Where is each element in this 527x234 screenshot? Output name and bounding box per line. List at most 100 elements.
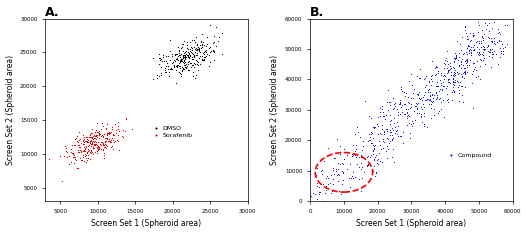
Point bbox=[418, 120, 427, 124]
Point bbox=[378, 139, 387, 143]
Point bbox=[398, 103, 406, 107]
Point bbox=[173, 58, 182, 62]
Point bbox=[455, 72, 463, 75]
Point bbox=[93, 131, 101, 134]
Point bbox=[79, 149, 87, 153]
Point bbox=[65, 162, 73, 166]
Point bbox=[80, 142, 88, 146]
Point bbox=[165, 74, 173, 78]
Point bbox=[379, 110, 388, 114]
Point bbox=[94, 146, 103, 150]
Point bbox=[93, 140, 102, 144]
Point bbox=[459, 52, 467, 56]
Point bbox=[82, 137, 91, 140]
Point bbox=[389, 160, 398, 163]
Point bbox=[474, 52, 482, 56]
Point bbox=[349, 176, 357, 180]
Point bbox=[376, 132, 385, 136]
Point bbox=[366, 132, 375, 136]
Point bbox=[397, 87, 405, 91]
Point bbox=[83, 140, 91, 144]
Point bbox=[190, 53, 198, 57]
Point bbox=[209, 48, 217, 52]
Point bbox=[369, 149, 377, 153]
Point bbox=[75, 150, 84, 154]
Point bbox=[174, 45, 182, 49]
Point bbox=[174, 50, 183, 53]
Point bbox=[338, 161, 346, 165]
Point bbox=[397, 105, 405, 109]
Point bbox=[157, 73, 165, 77]
Point bbox=[103, 122, 112, 126]
Point bbox=[499, 52, 508, 56]
Point bbox=[406, 96, 415, 100]
Point bbox=[461, 69, 469, 73]
Point bbox=[405, 114, 413, 118]
Point bbox=[199, 55, 208, 58]
Point bbox=[108, 128, 116, 131]
Point bbox=[178, 66, 187, 70]
Point bbox=[158, 55, 167, 59]
Point bbox=[114, 124, 123, 128]
Point bbox=[464, 63, 473, 66]
Point bbox=[430, 113, 438, 117]
Point bbox=[166, 67, 174, 71]
Point bbox=[463, 15, 471, 19]
Point bbox=[479, 36, 487, 40]
Point bbox=[83, 158, 91, 162]
Point bbox=[323, 174, 331, 178]
Point bbox=[92, 128, 101, 132]
Point bbox=[188, 39, 196, 42]
Point bbox=[157, 57, 165, 61]
Point bbox=[184, 50, 192, 53]
Point bbox=[357, 165, 366, 169]
Point bbox=[416, 67, 424, 70]
Point bbox=[177, 57, 185, 61]
Point bbox=[474, 50, 483, 54]
Point bbox=[168, 52, 176, 55]
Point bbox=[444, 100, 453, 104]
Point bbox=[192, 46, 200, 50]
Point bbox=[385, 128, 394, 132]
Point bbox=[102, 126, 111, 130]
Point bbox=[95, 132, 104, 135]
Point bbox=[419, 93, 428, 96]
Point bbox=[385, 133, 394, 137]
Point bbox=[181, 57, 189, 60]
Point bbox=[367, 141, 375, 145]
Point bbox=[462, 62, 471, 65]
Point bbox=[444, 62, 452, 66]
Point bbox=[76, 149, 85, 153]
Point bbox=[162, 70, 170, 74]
Point bbox=[105, 139, 113, 143]
Point bbox=[170, 58, 178, 61]
Point bbox=[179, 60, 188, 63]
Point bbox=[184, 60, 192, 64]
Point bbox=[87, 131, 95, 135]
Point bbox=[370, 155, 379, 158]
Point bbox=[355, 155, 363, 159]
Point bbox=[483, 24, 492, 27]
Point bbox=[465, 40, 474, 43]
Point bbox=[76, 158, 85, 162]
Point bbox=[180, 59, 188, 62]
Point bbox=[335, 174, 343, 177]
Point bbox=[393, 132, 401, 136]
Point bbox=[80, 148, 89, 152]
Point bbox=[407, 72, 416, 76]
Point bbox=[455, 83, 463, 87]
Point bbox=[79, 142, 87, 146]
Point bbox=[87, 138, 95, 142]
Point bbox=[86, 151, 95, 155]
Point bbox=[102, 146, 110, 150]
Point bbox=[107, 138, 115, 142]
Point bbox=[417, 98, 426, 102]
Point bbox=[328, 166, 337, 170]
Point bbox=[485, 29, 493, 33]
Point bbox=[379, 129, 388, 133]
Point bbox=[481, 62, 489, 66]
Point bbox=[91, 143, 99, 147]
Point bbox=[374, 115, 382, 119]
Point bbox=[198, 54, 207, 58]
Point bbox=[106, 132, 114, 135]
